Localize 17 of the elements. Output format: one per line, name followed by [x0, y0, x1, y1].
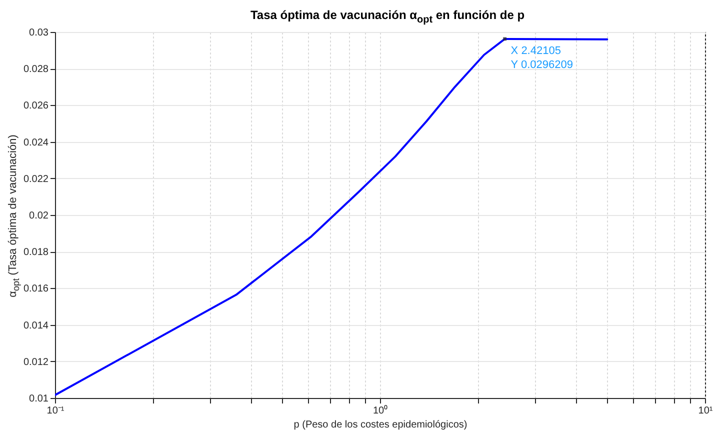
y-tick-label: 0.026 [23, 100, 49, 112]
x-tick-label: 10⁰ [372, 404, 388, 416]
x-tick-label: 10¹ [698, 406, 714, 416]
chart-title: Tasa óptima de vacunación α$_{opt}$ en función de p [249, 8, 526, 26]
y-tick-label: 0.012 [23, 356, 49, 368]
x-tick-label: 10⁻¹ [46, 406, 65, 416]
y-tick-label: 0.014 [23, 320, 49, 332]
y-tick-label: 0.018 [23, 247, 49, 258]
x-axis-title: p (Peso de los costes epidemiológicos) [294, 420, 468, 430]
y-tick-label: 0.016 [23, 284, 49, 295]
y-tick-label: 0.028 [23, 64, 49, 76]
y-tick-label: 0.024 [23, 137, 49, 148]
y-tick-label: 0.01 [29, 394, 49, 404]
y-tick-label: 0.022 [23, 174, 49, 185]
annotation: X 2.42105 Y 0.0296209 [510, 44, 574, 71]
y-tick-label: 0.02 [29, 210, 49, 222]
y-tick-label: 0.03 [29, 28, 49, 38]
